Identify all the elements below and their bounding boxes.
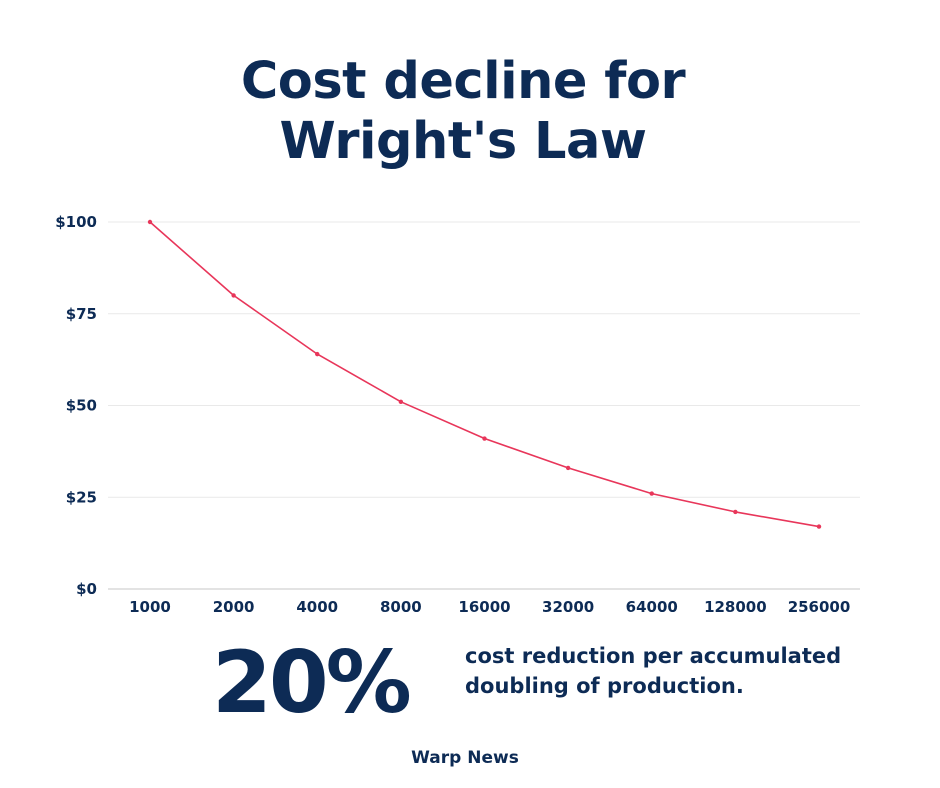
chart-title: Cost decline for Wright's Law	[0, 52, 926, 172]
stat-value: 20%	[212, 633, 412, 733]
x-tick-label: 32000	[542, 598, 594, 616]
data-point	[733, 509, 738, 515]
x-tick-label: 128000	[704, 598, 767, 616]
series-line	[149, 221, 820, 528]
y-tick-label: $25	[66, 488, 97, 506]
y-tick-label: $0	[76, 580, 97, 598]
data-point	[482, 436, 487, 441]
series-layer	[147, 219, 822, 529]
chart-title-line-1: Cost decline for	[240, 52, 686, 111]
brand-label: Warp News	[411, 748, 519, 768]
y-axis-ticks: $0 $25 $50 $75 $100	[55, 213, 97, 598]
data-point	[231, 293, 236, 298]
data-point	[565, 465, 571, 471]
x-tick-label: 256000	[788, 598, 851, 616]
data-point	[649, 491, 654, 496]
x-tick-label: 4000	[296, 598, 338, 616]
x-axis-ticks: 1000 2000 4000 8000 16000 32000 64000 128000 256…	[129, 598, 850, 616]
x-tick-label: 2000	[213, 598, 255, 616]
x-tick-label: 64000	[626, 598, 678, 616]
data-point	[315, 351, 320, 357]
chart-title-line-2: Wright's Law	[279, 112, 647, 171]
line-chart: $0 $25 $50 $75 $100 1000 2000 4000 8000 16000 320…	[55, 213, 860, 616]
data-point	[398, 399, 404, 405]
x-tick-label: 8000	[380, 598, 422, 616]
y-tick-label: $50	[66, 397, 97, 415]
stat-description: cost reduction per accumulated doubling …	[465, 641, 895, 701]
data-point	[147, 219, 153, 225]
x-tick-label: 1000	[129, 598, 171, 616]
x-tick-label: 16000	[458, 598, 510, 616]
stat-description-line-2: doubling of production.	[465, 674, 744, 698]
data-point	[816, 524, 822, 529]
grid-lines	[108, 221, 860, 590]
y-tick-label: $100	[55, 213, 97, 231]
y-tick-label: $75	[66, 305, 97, 323]
stat-description-line-1: cost reduction per accumulated	[465, 644, 842, 668]
